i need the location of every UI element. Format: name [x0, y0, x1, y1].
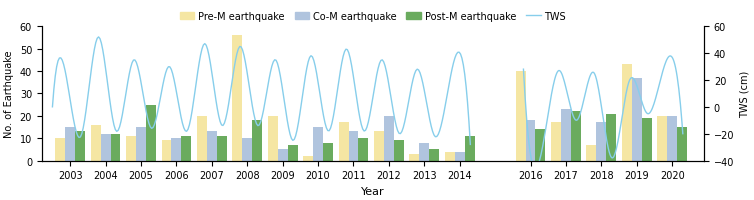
Bar — [535, 130, 545, 161]
Y-axis label: No. of Earthquake: No. of Earthquake — [5, 50, 14, 137]
Bar — [571, 112, 581, 161]
Bar — [171, 138, 182, 161]
Legend: Pre-M earthquake, Co-M earthquake, Post-M earthquake, TWS: Pre-M earthquake, Co-M earthquake, Post-… — [176, 8, 570, 25]
Bar — [429, 150, 439, 161]
TWS — [305, 57, 314, 59]
Bar — [146, 105, 156, 161]
Bar — [268, 116, 277, 161]
Bar — [596, 123, 606, 161]
Bar — [232, 36, 242, 161]
TWS — [49, 89, 58, 91]
TWS — [94, 37, 103, 39]
Bar — [339, 123, 348, 161]
Bar — [642, 118, 651, 161]
Bar — [303, 156, 313, 161]
Bar — [126, 136, 136, 161]
Bar — [561, 109, 571, 161]
Bar — [323, 143, 333, 161]
Bar — [551, 123, 561, 161]
Bar — [667, 116, 677, 161]
Bar — [677, 127, 687, 161]
Bar — [657, 116, 667, 161]
Bar — [374, 132, 384, 161]
Bar — [90, 125, 100, 161]
Bar — [182, 136, 192, 161]
Bar — [516, 72, 526, 161]
Bar — [526, 121, 535, 161]
Bar — [55, 138, 65, 161]
Bar — [277, 150, 287, 161]
TWS — [296, 104, 305, 106]
Bar — [197, 116, 207, 161]
Line: TWS: TWS — [53, 38, 470, 145]
Bar — [348, 132, 358, 161]
Bar — [216, 136, 227, 161]
X-axis label: Year: Year — [361, 186, 385, 196]
Bar — [409, 154, 419, 161]
Bar — [587, 145, 596, 161]
Bar — [252, 121, 262, 161]
Bar — [313, 127, 323, 161]
Bar — [75, 132, 85, 161]
Bar — [394, 141, 403, 161]
Bar — [136, 127, 146, 161]
Bar — [111, 134, 121, 161]
Bar — [207, 132, 216, 161]
TWS — [48, 106, 57, 108]
TWS — [428, 130, 437, 133]
Bar — [287, 145, 298, 161]
Bar — [445, 152, 455, 161]
Bar — [464, 136, 474, 161]
Bar — [65, 127, 75, 161]
Bar — [384, 116, 394, 161]
TWS — [466, 144, 475, 146]
Bar — [606, 114, 616, 161]
Bar — [455, 152, 464, 161]
Bar — [419, 143, 429, 161]
Bar — [100, 134, 111, 161]
Bar — [622, 65, 632, 161]
Y-axis label: TWS (cm): TWS (cm) — [740, 70, 749, 117]
Bar — [161, 141, 171, 161]
Bar — [358, 138, 369, 161]
Bar — [242, 138, 252, 161]
TWS — [402, 115, 411, 117]
TWS — [298, 94, 307, 96]
Bar — [632, 78, 642, 161]
